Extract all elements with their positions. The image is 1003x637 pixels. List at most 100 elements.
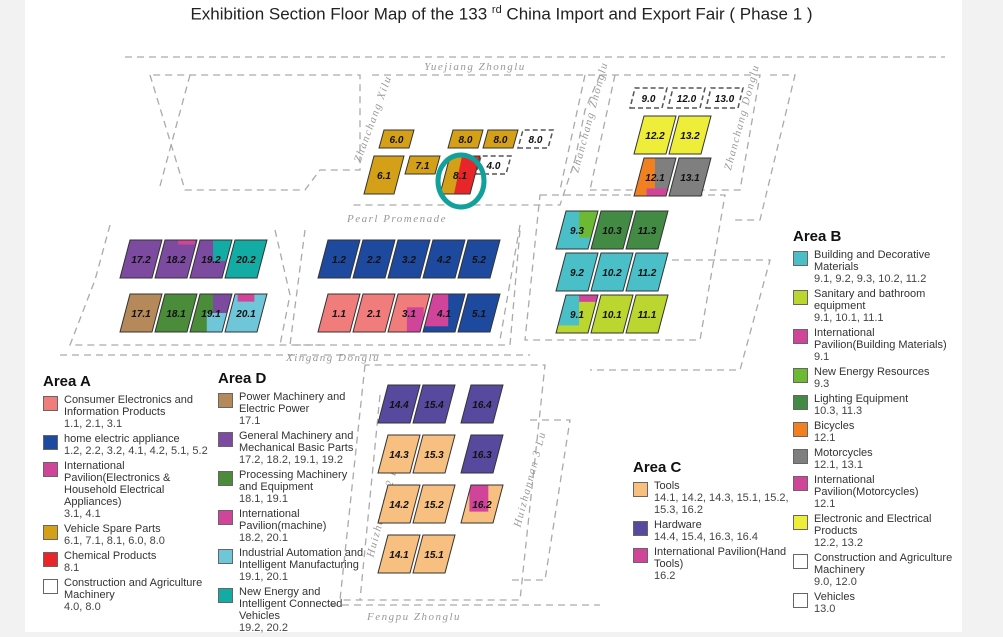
hall-14.1[interactable]: 14.1 xyxy=(377,534,421,574)
hall-11.3[interactable]: 11.3 xyxy=(625,210,669,250)
hall-shape xyxy=(626,295,668,333)
hall-12.2[interactable]: 12.2 xyxy=(633,115,677,155)
hall-label: 19.2 xyxy=(201,255,221,266)
hall-14.4[interactable]: 14.4 xyxy=(377,384,421,424)
hall-3.1[interactable]: 3.1 xyxy=(387,293,431,333)
legend-label: Chemical Products xyxy=(64,550,157,562)
hall-15.2[interactable]: 15.2 xyxy=(412,484,456,524)
legend-swatch xyxy=(793,368,808,383)
hall-15.4[interactable]: 15.4 xyxy=(412,384,456,424)
hall-shape xyxy=(379,130,414,148)
road-label: Fengpu Zhonglu xyxy=(366,611,461,623)
hall-label: 11.3 xyxy=(638,226,657,237)
hall-15.3[interactable]: 15.3 xyxy=(412,434,456,474)
hall-17.1[interactable]: 17.1 xyxy=(119,293,163,333)
hall-1.1[interactable]: 1.1 xyxy=(317,293,361,333)
legend-item: International Pavilion(Motorcycles) 12.1 xyxy=(793,474,958,510)
legend-label: Tools xyxy=(654,480,680,492)
hall-label: 13.1 xyxy=(680,173,700,184)
legend-item: home electric appliance 1.2, 2.2, 3.2, 4.… xyxy=(43,433,208,457)
hall-5.1[interactable]: 5.1 xyxy=(457,293,501,333)
hall-shape xyxy=(353,294,395,332)
legend-swatch xyxy=(218,393,233,408)
legend-swatch xyxy=(793,395,808,410)
hall-6.1[interactable]: 6.1 xyxy=(363,155,405,195)
hall-14.3[interactable]: 14.3 xyxy=(377,434,421,474)
legend-swatch xyxy=(43,435,58,450)
legend-swatch xyxy=(793,290,808,305)
hall-2.2[interactable]: 2.2 xyxy=(352,239,396,279)
hall-15.1[interactable]: 15.1 xyxy=(412,534,456,574)
hall-label: 7.1 xyxy=(416,161,430,172)
hall-18.2[interactable]: 18.2 xyxy=(154,239,198,279)
hall-shape xyxy=(668,88,705,108)
hall-label: 6.0 xyxy=(390,135,404,146)
hall-shape xyxy=(413,485,455,523)
road-outline xyxy=(499,224,521,341)
legend-area-c: Area C Tools 14.1, 14.2, 14.3, 15.1, 15.2,… xyxy=(633,460,793,585)
hall-label: 9.1 xyxy=(570,310,584,321)
legend-area-b: Area B Building and Decorative Materials 9… xyxy=(793,228,958,618)
legend-halls: 8.1 xyxy=(64,562,80,574)
legend-title: Area B xyxy=(793,228,842,245)
hall-7.1[interactable]: 7.1 xyxy=(404,155,441,175)
hall-16.4[interactable]: 16.4 xyxy=(460,384,504,424)
legend-label: Construction and Agriculture Machinery xyxy=(64,577,203,601)
hall-14.2[interactable]: 14.2 xyxy=(377,484,421,524)
hall-10.2[interactable]: 10.2 xyxy=(590,252,634,292)
hall-shape xyxy=(378,535,420,573)
hall-13.2[interactable]: 13.2 xyxy=(668,115,712,155)
hall-label: 13.0 xyxy=(715,94,735,105)
hall-shape xyxy=(413,435,455,473)
road-label: Zhanchang Xilu xyxy=(352,74,395,164)
hall-9.2[interactable]: 9.2 xyxy=(555,252,599,292)
hall-section xyxy=(237,294,255,302)
legend-label: Hardware xyxy=(654,519,702,531)
legend-swatch xyxy=(793,515,808,530)
hall-10.3[interactable]: 10.3 xyxy=(590,210,634,250)
hall-17.2[interactable]: 17.2 xyxy=(119,239,163,279)
hall-4.1[interactable]: 4.1 xyxy=(422,293,466,333)
legend-item: Lighting Equipment 10.3, 11.3 xyxy=(793,393,958,417)
hall-9.0[interactable]: 9.0 xyxy=(629,87,668,109)
hall-shape xyxy=(378,485,420,523)
legend-halls: 12.1 xyxy=(814,498,836,510)
hall-3.2[interactable]: 3.2 xyxy=(387,239,431,279)
hall-10.1[interactable]: 10.1 xyxy=(590,294,634,334)
hall-6.0[interactable]: 6.0 xyxy=(378,129,415,149)
hall-4.2[interactable]: 4.2 xyxy=(422,239,466,279)
legend-item: Vehicle Spare Parts 6.1, 7.1, 8.1, 6.0, 8… xyxy=(43,523,208,547)
hall-8.1[interactable]: 8.1 xyxy=(439,155,481,195)
hall-9.1[interactable]: 9.1 xyxy=(555,294,600,334)
hall-19.2[interactable]: 19.2 xyxy=(189,239,234,279)
hall-8.0[interactable]: 8.0 xyxy=(482,129,519,149)
hall-1.2[interactable]: 1.2 xyxy=(317,239,361,279)
hall-8.0[interactable]: 8.0 xyxy=(517,129,554,149)
legend-label: International Pavilion(Electronics & Hou… xyxy=(64,460,171,508)
hall-16.3[interactable]: 16.3 xyxy=(460,434,504,474)
hall-11.2[interactable]: 11.2 xyxy=(625,252,669,292)
hall-shape xyxy=(364,156,404,194)
hall-13.1[interactable]: 13.1 xyxy=(668,157,712,197)
hall-2.1[interactable]: 2.1 xyxy=(352,293,396,333)
hall-16.2[interactable]: 16.2 xyxy=(460,484,504,524)
hall-shape xyxy=(669,116,711,154)
hall-20.1[interactable]: 20.1 xyxy=(224,293,268,333)
hall-shape xyxy=(518,130,553,148)
legend-label: Sanitary and bathroom equipment xyxy=(814,288,926,312)
page-title: Exhibition Section Floor Map of the 133 … xyxy=(0,4,1003,25)
hall-8.0[interactable]: 8.0 xyxy=(447,129,484,149)
legend-halls: 14.1, 14.2, 14.3, 15.1, 15.2, 15.3, 16.2 xyxy=(654,492,789,516)
hall-20.2[interactable]: 20.2 xyxy=(224,239,268,279)
hall-label: 12.1 xyxy=(645,173,665,184)
hall-shape xyxy=(706,88,743,108)
hall-18.1[interactable]: 18.1 xyxy=(154,293,198,333)
hall-11.1[interactable]: 11.1 xyxy=(625,294,669,334)
hall-label: 19.1 xyxy=(201,309,221,320)
hall-12.1[interactable]: 12.1 xyxy=(633,157,677,197)
hall-13.0[interactable]: 13.0 xyxy=(705,87,744,109)
hall-label: 9.2 xyxy=(570,268,584,279)
legend-label: Electronic and Electrical Products xyxy=(814,513,932,537)
hall-12.0[interactable]: 12.0 xyxy=(667,87,706,109)
hall-5.2[interactable]: 5.2 xyxy=(457,239,501,279)
